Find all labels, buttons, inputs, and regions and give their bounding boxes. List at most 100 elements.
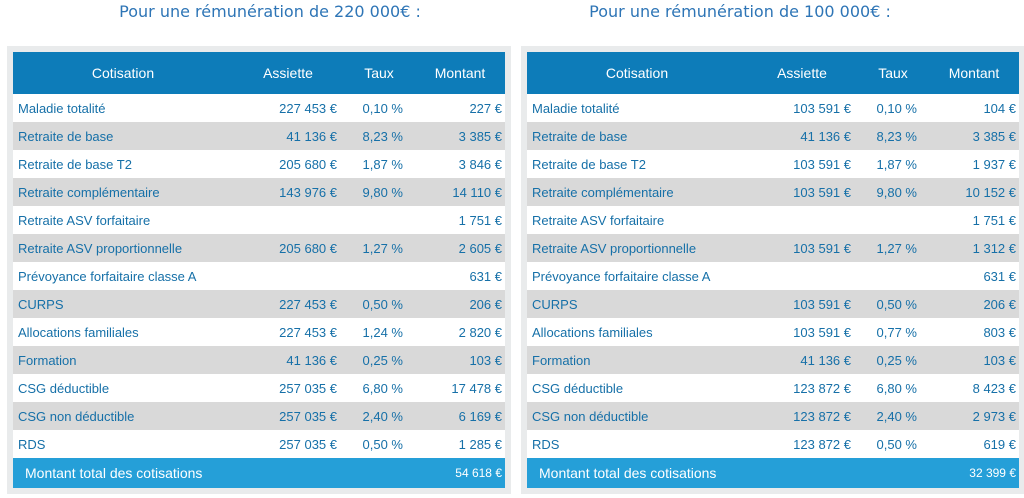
table-cell: Allocations familiales	[527, 318, 747, 346]
table-cell: 103 591 €	[747, 178, 857, 206]
table-row: CSG non déductible 257 035 €2,40 % 6 169 €	[13, 402, 505, 430]
table-cell: 41 136 €	[747, 122, 857, 150]
table-row: Maladie totalité 227 453 €0,10 % 227 €	[13, 94, 505, 122]
table-row: RDS 123 872 €0,50 % 619 €	[527, 430, 1019, 458]
column-header: Taux	[343, 52, 415, 94]
table-cell: 0,10 %	[343, 94, 415, 122]
table-cell: 103 591 €	[747, 94, 857, 122]
table-cell	[343, 206, 415, 234]
table-cell: 9,80 %	[343, 178, 415, 206]
heading: Pour une rémunération de 220 000€ :	[119, 2, 421, 21]
heading: Pour une rémunération de 100 000€ :	[589, 2, 891, 21]
table-cell: 227 453 €	[233, 290, 343, 318]
table-cell: Maladie totalité	[13, 94, 233, 122]
table-cell: RDS	[527, 430, 747, 458]
total-label: Montant total des cotisations	[13, 458, 415, 488]
table-row: Retraite de base 41 136 €8,23 % 3 385 €	[527, 122, 1019, 150]
table-cell: 103 591 €	[747, 150, 857, 178]
table-cell: RDS	[13, 430, 233, 458]
table-cell: 3 846 €	[415, 150, 505, 178]
table-cell: Retraite ASV forfaitaire	[13, 206, 233, 234]
table-row: CSG déductible 257 035 €6,80 % 17 478 €	[13, 374, 505, 402]
table-cell: 2 605 €	[415, 234, 505, 262]
table-cell: 123 872 €	[747, 374, 857, 402]
table-row: CURPS 227 453 €0,50 % 206 €	[13, 290, 505, 318]
table-row: Formation 41 136 €0,25 % 103 €	[527, 346, 1019, 374]
table-cell: 103 €	[415, 346, 505, 374]
column-header: Cotisation	[13, 52, 233, 94]
table-cell: 3 385 €	[929, 122, 1019, 150]
table-cell: 803 €	[929, 318, 1019, 346]
table-row: Prévoyance forfaitaire classe A 631 €	[527, 262, 1019, 290]
table-cell: Maladie totalité	[527, 94, 747, 122]
table-cell: 8 423 €	[929, 374, 1019, 402]
column-header: Assiette	[233, 52, 343, 94]
table-cell: 6 169 €	[415, 402, 505, 430]
table-cell: 14 110 €	[415, 178, 505, 206]
table-cell: 1,87 %	[343, 150, 415, 178]
table-cell: 1,27 %	[343, 234, 415, 262]
table-row: Allocations familiales 227 453 €1,24 % 2 8…	[13, 318, 505, 346]
header-row: Cotisation Assiette Taux Montant	[527, 52, 1019, 94]
table-row: Retraite ASV forfaitaire 1 751 €	[13, 206, 505, 234]
table-cell: CSG déductible	[13, 374, 233, 402]
table-row: Retraite complémentaire 143 976 €9,80 % 14…	[13, 178, 505, 206]
table-row: CSG non déductible 123 872 €2,40 % 2 973 €	[527, 402, 1019, 430]
table-cell: 0,10 %	[857, 94, 929, 122]
total-row: Montant total des cotisations 32 399 €	[527, 458, 1019, 488]
table-row: CSG déductible 123 872 €6,80 % 8 423 €	[527, 374, 1019, 402]
table-cell: Retraite complémentaire	[527, 178, 747, 206]
table-cell: 0,25 %	[857, 346, 929, 374]
table-cell: 10 152 €	[929, 178, 1019, 206]
table-cell: Retraite de base	[527, 122, 747, 150]
total-value: 54 618 €	[415, 458, 505, 488]
column-header: Montant	[415, 52, 505, 94]
table-cell: 206 €	[415, 290, 505, 318]
table-cell: 17 478 €	[415, 374, 505, 402]
table-row: Maladie totalité 103 591 €0,10 % 104 €	[527, 94, 1019, 122]
table-cell: 206 €	[929, 290, 1019, 318]
table-cell: 123 872 €	[747, 402, 857, 430]
table-cell: 257 035 €	[233, 430, 343, 458]
table-row: Retraite de base T2 103 591 €1,87 % 1 937 …	[527, 150, 1019, 178]
table-cell: Retraite ASV forfaitaire	[527, 206, 747, 234]
table-cell: Retraite de base	[13, 122, 233, 150]
table: Cotisation Assiette Taux Montant Maladie tot…	[13, 52, 505, 488]
table-cell: 1 312 €	[929, 234, 1019, 262]
table-cell	[857, 206, 929, 234]
table-cell: 41 136 €	[747, 346, 857, 374]
table-row: Formation 41 136 €0,25 % 103 €	[13, 346, 505, 374]
table-cell: Retraite de base T2	[527, 150, 747, 178]
table-cell	[233, 206, 343, 234]
table-row: Retraite ASV forfaitaire 1 751 €	[527, 206, 1019, 234]
table-cell: 257 035 €	[233, 374, 343, 402]
table-cell: 103 591 €	[747, 318, 857, 346]
table-cell: 1 285 €	[415, 430, 505, 458]
table-cell: 6,80 %	[343, 374, 415, 402]
table-panel: Cotisation Assiette Taux Montant Maladie tot…	[521, 46, 1024, 494]
table-cell: 41 136 €	[233, 122, 343, 150]
table-row: Retraite de base T2 205 680 €1,87 % 3 846 …	[13, 150, 505, 178]
table-cell: CSG déductible	[527, 374, 747, 402]
table-cell: CSG non déductible	[13, 402, 233, 430]
table-cell: 2,40 %	[343, 402, 415, 430]
total-value: 32 399 €	[929, 458, 1019, 488]
table-cell: CSG non déductible	[527, 402, 747, 430]
table-cell	[857, 262, 929, 290]
table-cell: 41 136 €	[233, 346, 343, 374]
table-cell: 123 872 €	[747, 430, 857, 458]
table-cell: Allocations familiales	[13, 318, 233, 346]
column-header: Taux	[857, 52, 929, 94]
table-cell: 103 591 €	[747, 290, 857, 318]
column-header: Assiette	[747, 52, 857, 94]
table: Cotisation Assiette Taux Montant Maladie tot…	[527, 52, 1019, 488]
table-cell: 103 591 €	[747, 234, 857, 262]
table-cell: 1 937 €	[929, 150, 1019, 178]
table-cell: Formation	[527, 346, 747, 374]
table-cell: 3 385 €	[415, 122, 505, 150]
table-cell: 8,23 %	[343, 122, 415, 150]
table-cell: 227 453 €	[233, 318, 343, 346]
table-cell: 1,87 %	[857, 150, 929, 178]
table-cell: 205 680 €	[233, 150, 343, 178]
table-cell: 2 973 €	[929, 402, 1019, 430]
